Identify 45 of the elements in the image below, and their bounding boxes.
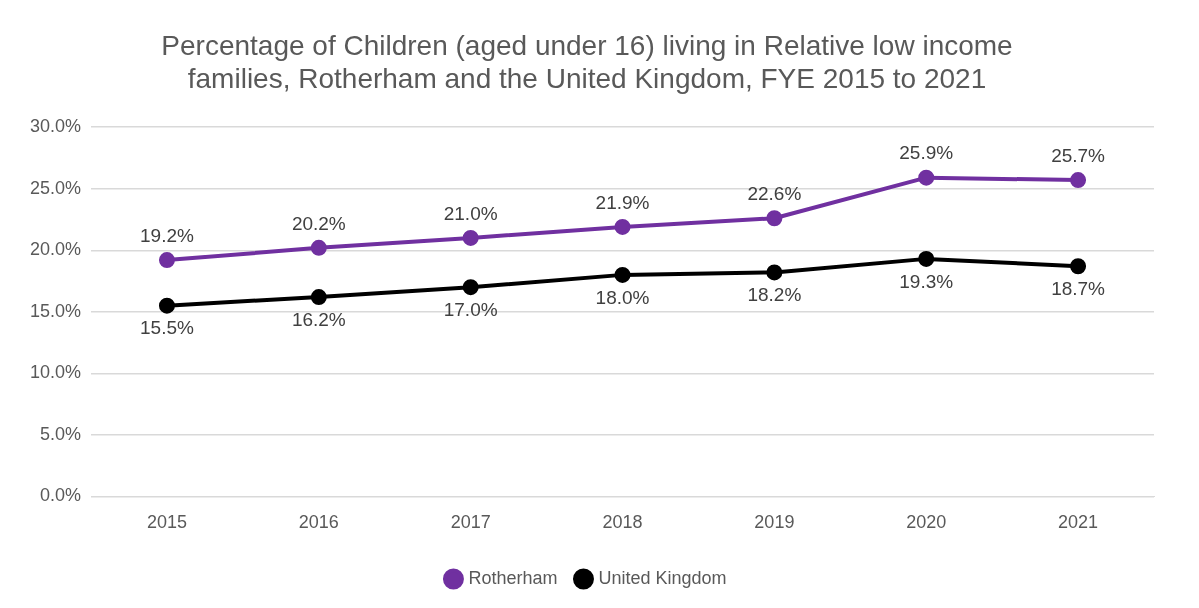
x-tick-label: 2018 — [602, 512, 643, 533]
legend-label: Rotherham — [468, 567, 558, 588]
point — [918, 250, 935, 267]
legend-label: United Kingdom — [598, 567, 727, 588]
y-tick-label: 5.0% — [40, 423, 82, 444]
x-tick-label: 2020 — [906, 512, 947, 533]
data-label: 22.6% — [747, 183, 802, 204]
data-label: 19.2% — [140, 224, 195, 246]
point — [614, 218, 631, 235]
point — [614, 266, 631, 283]
x-tick-label: 2021 — [1058, 512, 1099, 533]
y-tick-label: 30.0% — [29, 116, 82, 137]
y-tick-label: 10.0% — [29, 362, 82, 383]
chart-title: Percentage of Children (aged under 16) living in Relative low income families, Rotherham and the United Kingdom, FYE 2015 to 2021 — [161, 29, 1013, 95]
data-label: 25.9% — [899, 142, 954, 164]
data-label: 17.0% — [443, 298, 498, 320]
data-label: 21.9% — [595, 191, 650, 213]
point — [462, 279, 479, 296]
x-tick-label: 2019 — [754, 512, 795, 533]
data-label: 18.2% — [747, 284, 802, 306]
x-tick-label: 2017 — [450, 512, 491, 533]
point — [766, 210, 783, 227]
data-label: 21.0% — [443, 202, 498, 224]
data-label: 20.2% — [291, 212, 346, 234]
data-label: 19.3% — [899, 270, 954, 292]
y-tick-label: 0.0% — [40, 485, 82, 506]
data-label: 25.7% — [1051, 144, 1106, 166]
point — [1070, 258, 1087, 275]
point — [918, 169, 935, 186]
y-tick-label: 20.0% — [29, 239, 82, 260]
point — [462, 229, 479, 246]
point — [310, 239, 327, 256]
data-label: 18.0% — [595, 286, 650, 308]
x-tick-label: 2016 — [298, 512, 339, 533]
point — [158, 252, 175, 269]
data-label: 18.7% — [1051, 278, 1106, 299]
point — [766, 264, 783, 281]
data-label: 16.2% — [291, 308, 346, 330]
y-tick-label: 15.0% — [29, 300, 82, 321]
y-tick-label: 25.0% — [29, 177, 82, 198]
x-tick-label: 2015 — [146, 512, 187, 533]
point — [158, 297, 175, 314]
point — [310, 289, 327, 306]
point — [1070, 172, 1087, 189]
data-label: 15.5% — [140, 317, 195, 339]
